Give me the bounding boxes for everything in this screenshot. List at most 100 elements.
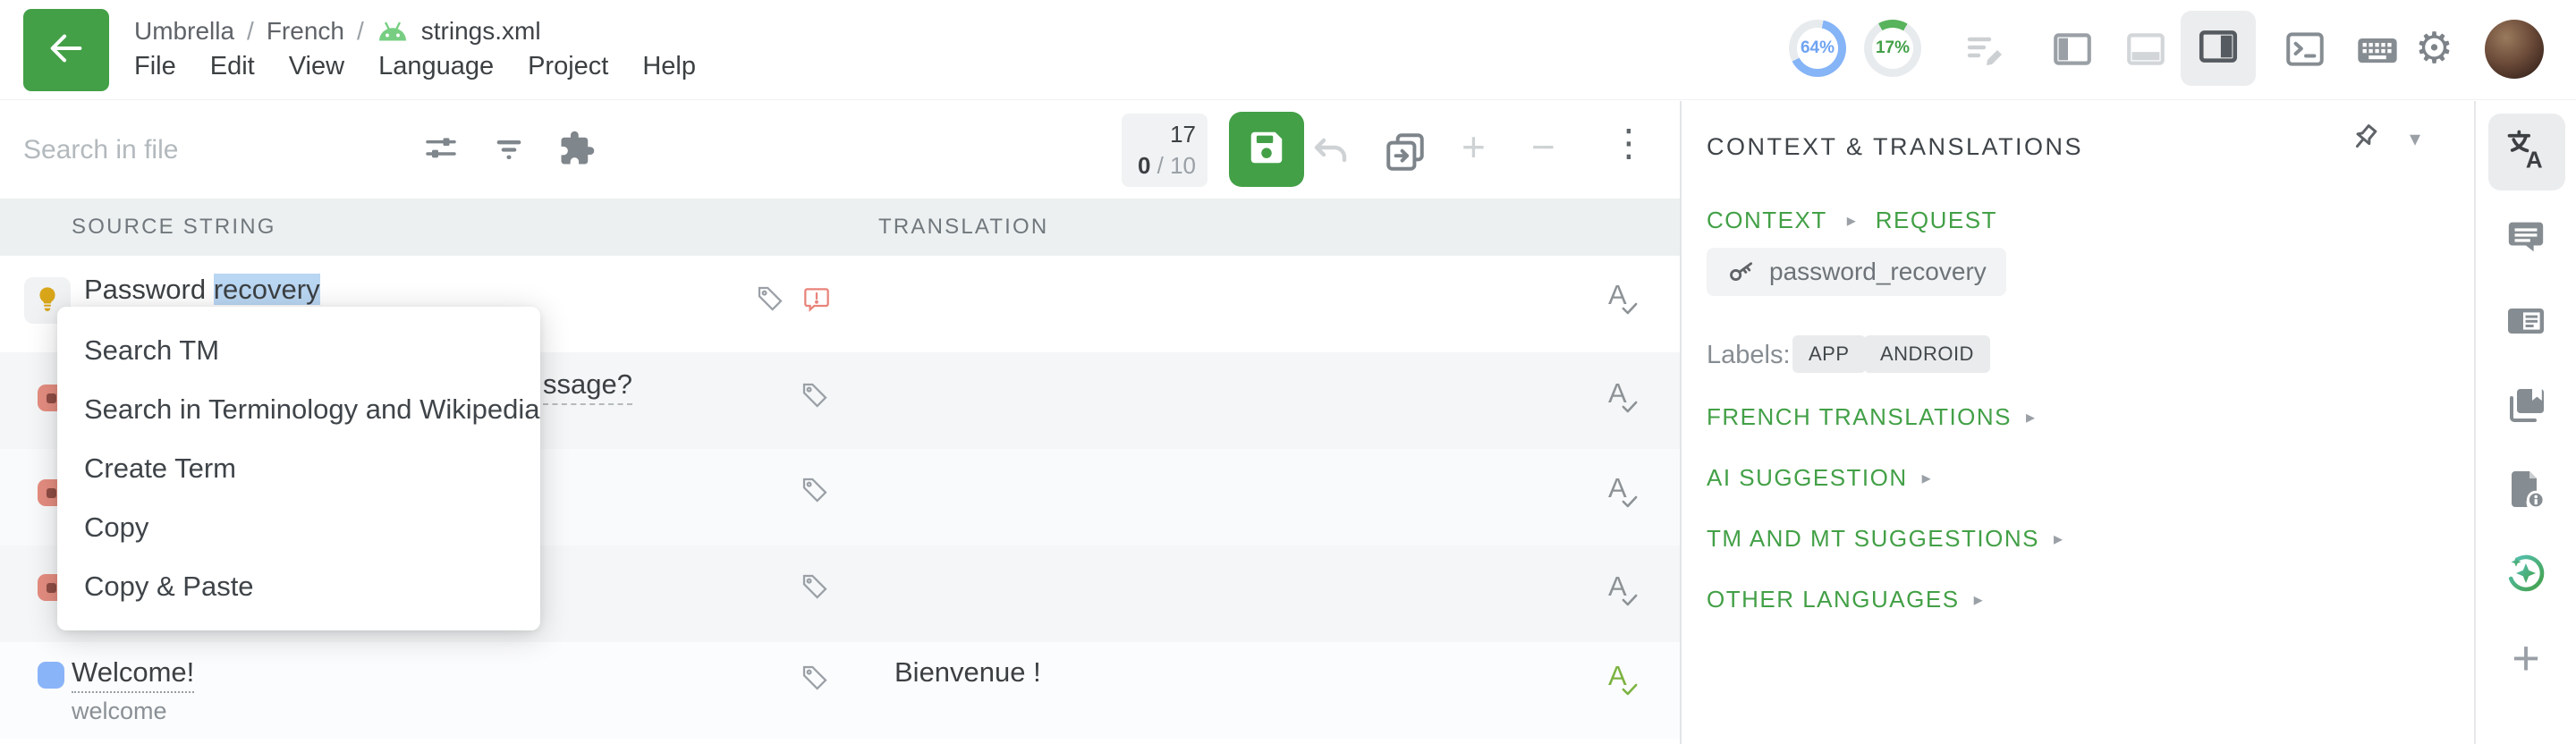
source-string-header: SOURCE STRING [72, 215, 276, 239]
pin-icon[interactable] [2343, 117, 2386, 160]
menu-item-search-tm[interactable]: Search TM [84, 334, 220, 366]
source-text-clipped[interactable]: ssage? [543, 368, 632, 405]
menu-language[interactable]: Language [378, 52, 495, 80]
draft-edit-icon[interactable] [1964, 29, 2007, 72]
string-key-chip[interactable]: password_recovery [1707, 248, 2006, 296]
label-chip[interactable]: ANDROID [1864, 335, 1990, 373]
menu-file[interactable]: File [134, 52, 176, 80]
menu-project[interactable]: Project [528, 52, 609, 80]
file-context-icon[interactable] [2504, 468, 2547, 511]
tag-icon[interactable] [801, 664, 829, 697]
menu-item-copy-paste[interactable]: Copy & Paste [84, 571, 254, 602]
layout-right-panel-button[interactable] [2181, 11, 2256, 86]
approved-progress-ring[interactable]: 17% [1864, 20, 1921, 77]
section-ai-suggestion[interactable]: AI SUGGESTION ▸ [1707, 464, 1931, 491]
proofread-status-icon[interactable]: A [1608, 472, 1648, 515]
add-panel-icon[interactable]: + [2512, 631, 2540, 685]
tag-icon[interactable] [756, 284, 784, 317]
source-text-selection: recovery [213, 274, 320, 305]
tab-request[interactable]: REQUEST [1875, 207, 1997, 233]
filter-strings-icon[interactable] [491, 131, 527, 172]
counter-current: 0 [1137, 152, 1151, 179]
breadcrumb-project[interactable]: Umbrella [134, 17, 235, 45]
menu-help[interactable]: Help [642, 52, 697, 80]
top-header: Umbrella / French / strings.xml File Edi… [0, 0, 2576, 100]
breadcrumb-language[interactable]: French [266, 17, 344, 45]
string-counter: 17 0 / 10 [1122, 114, 1208, 187]
comments-icon[interactable] [2505, 216, 2546, 257]
menu-item-search-terminology[interactable]: Search in Terminology and Wikipedia [84, 393, 540, 425]
copy-source-icon[interactable] [1383, 130, 1428, 179]
counter-of: / 10 [1150, 152, 1196, 179]
android-icon [377, 20, 409, 43]
proofread-status-icon[interactable]: A [1608, 571, 1648, 613]
menu-view[interactable]: View [288, 52, 345, 80]
approved-progress-value: 17% [1875, 38, 1911, 57]
tag-icon[interactable] [801, 381, 829, 414]
menu-bar: File Edit View Language Project Help [134, 52, 696, 81]
undo-icon[interactable] [1309, 131, 1352, 179]
settings-gear-icon[interactable]: ⚙ [2415, 23, 2454, 73]
more-options-icon[interactable]: ⋮ [1610, 122, 1648, 164]
section-caret-icon: ▸ [2026, 408, 2036, 427]
menu-item-copy[interactable]: Copy [84, 512, 149, 543]
back-arrow-icon [46, 28, 87, 73]
panel-title: CONTEXT & TRANSLATIONS [1707, 133, 2084, 160]
context-menu: Search TM Search in Terminology and Wiki… [57, 307, 540, 630]
side-icon-strip: A + [2474, 101, 2576, 744]
file-toolbar: 17 0 / 10 + − ⋮ [0, 101, 1680, 199]
search-input[interactable] [23, 126, 399, 174]
string-key: welcome [72, 698, 167, 724]
source-text-plain: Password [84, 274, 214, 305]
add-string-icon[interactable]: + [1462, 123, 1486, 170]
section-other-languages[interactable]: OTHER LANGUAGES ▸ [1707, 586, 1983, 613]
source-text[interactable]: Welcome! [72, 656, 195, 693]
tag-icon[interactable] [801, 572, 829, 605]
source-text[interactable]: Password recovery [84, 274, 320, 306]
panel-caret-down-icon[interactable]: ▾ [2410, 127, 2421, 151]
labels-caption: Labels: [1707, 341, 1791, 369]
keyboard-shortcuts-icon[interactable] [2354, 27, 2401, 73]
issue-comment-icon[interactable] [802, 284, 831, 317]
label-chip[interactable]: APP [1792, 335, 1866, 373]
proofread-status-icon[interactable]: A [1608, 279, 1648, 322]
section-tm-mt-suggestions[interactable]: TM AND MT SUGGESTIONS ▸ [1707, 525, 2063, 552]
section-french-translations[interactable]: FRENCH TRANSLATIONS ▸ [1707, 403, 2036, 430]
ai-assistant-icon[interactable] [2504, 552, 2547, 595]
section-caret-icon: ▸ [1973, 590, 1983, 610]
user-avatar[interactable] [2485, 20, 2544, 79]
layout-left-panel-icon[interactable] [2050, 27, 2095, 72]
tag-icon[interactable] [801, 476, 829, 509]
translated-progress-ring[interactable]: 64% [1789, 20, 1846, 77]
string-key-value: password_recovery [1769, 258, 1987, 285]
layout-bottom-panel-icon[interactable] [2123, 27, 2168, 72]
terms-card-icon[interactable] [2504, 300, 2547, 342]
menu-item-create-term[interactable]: Create Term [84, 452, 236, 484]
section-caret-icon: ▸ [1921, 469, 1931, 488]
filter-settings-icon[interactable] [423, 131, 459, 172]
save-button[interactable] [1229, 112, 1304, 187]
table-row[interactable]: Welcome! welcome Bienvenue ! A [0, 642, 1680, 739]
menu-edit[interactable]: Edit [209, 52, 255, 80]
breadcrumb-file[interactable]: strings.xml [420, 17, 541, 45]
key-icon [1726, 257, 1757, 287]
translated-progress-value: 64% [1800, 38, 1835, 57]
breadcrumb-separator: / [247, 17, 254, 45]
remove-string-icon[interactable]: − [1531, 123, 1555, 170]
console-icon[interactable] [2283, 27, 2327, 72]
section-caret-icon: ▸ [2053, 529, 2063, 549]
translation-header: TRANSLATION [878, 215, 1049, 239]
translated-status-chip [38, 662, 64, 689]
translation-text[interactable]: Bienvenue ! [894, 656, 1041, 688]
proofread-status-icon[interactable]: A [1608, 660, 1648, 703]
screenshots-icon[interactable] [2504, 384, 2547, 427]
tab-context[interactable]: CONTEXT [1707, 207, 1827, 233]
proofread-status-icon[interactable]: A [1608, 377, 1648, 420]
context-translations-panel: CONTEXT & TRANSLATIONS ▾ CONTEXT ▸ REQUE… [1680, 101, 2474, 744]
translate-icon: A [2504, 127, 2550, 178]
back-button[interactable] [23, 9, 109, 91]
plugins-puzzle-icon[interactable] [558, 130, 596, 172]
lightbulb-icon [33, 284, 62, 317]
translations-tab-button[interactable]: A [2488, 114, 2565, 190]
